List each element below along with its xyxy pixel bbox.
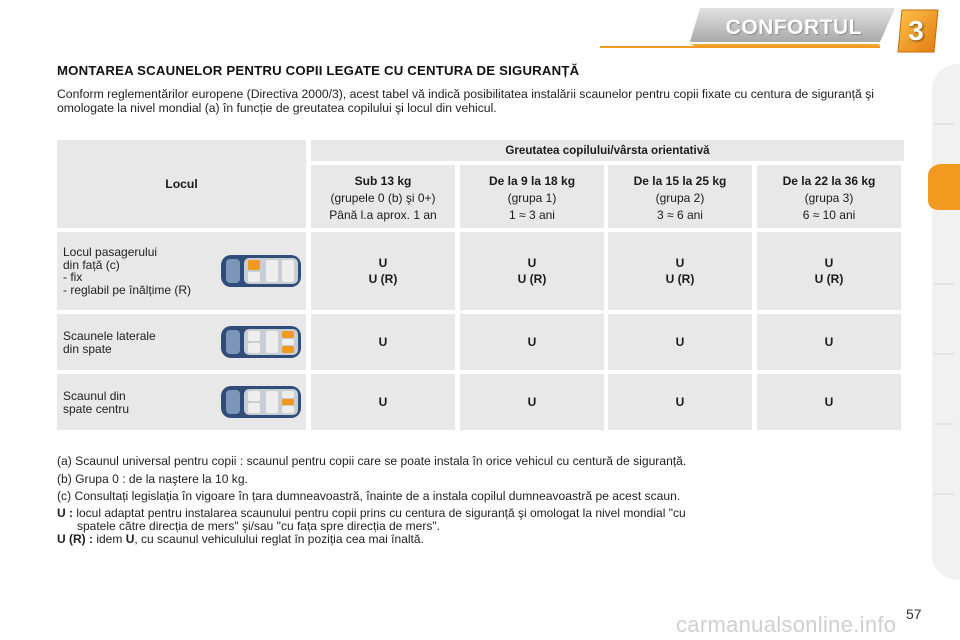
column-age: 6 ≈ 10 ani bbox=[802, 208, 856, 222]
column-group: (grupele 0 (b) şi 0+) bbox=[330, 191, 436, 205]
chapter-title: CONFORTUL bbox=[725, 16, 862, 39]
definition-text: , cu scaunul vehiculului reglat în poziț… bbox=[134, 532, 424, 546]
compat-cell: U U (R) bbox=[608, 232, 752, 310]
compat-value: U (R) bbox=[665, 272, 695, 286]
column-title: De la 9 la 18 kg bbox=[488, 174, 576, 188]
definition-key: U (R) : bbox=[57, 532, 93, 546]
column-group: (grupa 2) bbox=[655, 191, 705, 205]
column-title: De la 15 la 25 kg bbox=[633, 174, 727, 188]
definition-u: U : locul adaptat pentru instalarea scau… bbox=[57, 507, 686, 520]
active-chapter-tab bbox=[928, 164, 960, 210]
definition-u-continued: spatele către direcția de mers" şi/sau "… bbox=[77, 519, 440, 533]
compat-cell: U U (R) bbox=[460, 232, 604, 310]
definition-ur: U (R) : idem U, cu scaunul vehiculului r… bbox=[57, 533, 424, 546]
seat-label-line: - reglabil pe înălțime (R) bbox=[63, 282, 192, 297]
watermark: carmanualsonline.info bbox=[676, 612, 897, 637]
compat-cell: U bbox=[311, 374, 455, 430]
seat-row-label: Locul pasagerului din față (c) - fix - r… bbox=[57, 232, 306, 310]
compat-cell: U bbox=[460, 314, 604, 370]
weight-column-header: De la 9 la 18 kg (grupa 1) 1 ≈ 3 ani bbox=[460, 165, 604, 228]
compat-value: U bbox=[378, 256, 388, 270]
seat-row-label: Scaunele laterale din spate bbox=[57, 314, 306, 370]
compat-cell: U bbox=[757, 374, 901, 430]
seat-label-line: din spate bbox=[63, 341, 112, 356]
seat-column-header: Locul bbox=[57, 140, 306, 228]
compat-cell: U bbox=[608, 314, 752, 370]
compat-cell: U U (R) bbox=[757, 232, 901, 310]
compat-value: U bbox=[378, 395, 388, 409]
car-front-seat-icon bbox=[221, 255, 301, 287]
compat-value: U bbox=[527, 395, 537, 409]
column-title: De la 22 la 36 kg bbox=[782, 174, 876, 188]
chapter-header: CONFORTUL 3 bbox=[0, 0, 960, 53]
seat-label-line: - fix bbox=[63, 270, 83, 284]
seat-label-line: Scaunul din bbox=[63, 389, 126, 403]
page-number: 57 bbox=[906, 606, 922, 622]
page-title: MONTAREA SCAUNELOR PENTRU COPII LEGATE C… bbox=[57, 63, 580, 78]
compat-value: U bbox=[675, 256, 685, 270]
compat-value: U (R) bbox=[517, 272, 547, 286]
weight-column-header: De la 22 la 36 kg (grupa 3) 6 ≈ 10 ani bbox=[757, 165, 901, 228]
weight-column-header: Sub 13 kg (grupele 0 (b) şi 0+) Până l.a… bbox=[311, 165, 455, 228]
seat-label-line: din față (c) bbox=[63, 257, 120, 272]
definition-text-bold: U bbox=[125, 532, 135, 546]
definition-text: locul adaptat pentru instalarea scaunulu… bbox=[76, 506, 686, 520]
seat-label-line: Locul pasagerului bbox=[63, 245, 158, 259]
footnote: (c) Consultați legislația în vigoare în … bbox=[57, 489, 681, 503]
chapter-tab-strip bbox=[928, 64, 960, 580]
compat-cell: U bbox=[311, 314, 455, 370]
compat-value: U bbox=[527, 256, 537, 270]
car-rear-center-seat-icon bbox=[221, 386, 301, 418]
compat-value: U bbox=[527, 335, 537, 349]
column-group: (grupa 1) bbox=[507, 191, 557, 205]
chapter-number: 3 bbox=[908, 15, 924, 46]
compat-value: U bbox=[824, 335, 834, 349]
seat-label-line: spate centru bbox=[63, 401, 130, 416]
seat-row-label: Scaunul din spate centru bbox=[57, 374, 306, 430]
compat-value: U bbox=[378, 335, 388, 349]
intro-paragraph: Conform reglementărilor europene (Direct… bbox=[57, 87, 874, 115]
car-rear-side-seats-icon bbox=[221, 326, 301, 358]
compat-value: U bbox=[824, 256, 834, 270]
compat-value: U (R) bbox=[814, 272, 844, 286]
footnote: (a) Scaunul universal pentru copii : sca… bbox=[57, 454, 687, 468]
column-group: (grupa 3) bbox=[804, 191, 854, 205]
footnote: (b) Grupa 0 : de la naştere la 10 kg. bbox=[57, 472, 248, 486]
column-title: Sub 13 kg bbox=[354, 174, 412, 188]
definition-text: idem bbox=[96, 532, 123, 546]
header-band-graphic bbox=[600, 8, 939, 53]
weight-column-header: De la 15 la 25 kg (grupa 2) 3 ≈ 6 ani bbox=[608, 165, 752, 228]
compat-value: U bbox=[675, 335, 685, 349]
seat-label-line: Scaunele laterale bbox=[63, 329, 156, 343]
compat-cell: U bbox=[757, 314, 901, 370]
column-age: Până l.a aprox. 1 an bbox=[329, 208, 437, 222]
definition-key: U : bbox=[57, 506, 73, 520]
compat-value: U bbox=[824, 395, 834, 409]
compat-cell: U bbox=[460, 374, 604, 430]
column-age: 3 ≈ 6 ani bbox=[657, 208, 703, 222]
weight-group-header: Greutatea copilului/vârsta orientativă bbox=[311, 140, 904, 161]
compat-cell: U U (R) bbox=[311, 232, 455, 310]
compat-cell: U bbox=[608, 374, 752, 430]
column-age: 1 ≈ 3 ani bbox=[509, 208, 555, 222]
compat-value: U (R) bbox=[368, 272, 398, 286]
compat-value: U bbox=[675, 395, 685, 409]
